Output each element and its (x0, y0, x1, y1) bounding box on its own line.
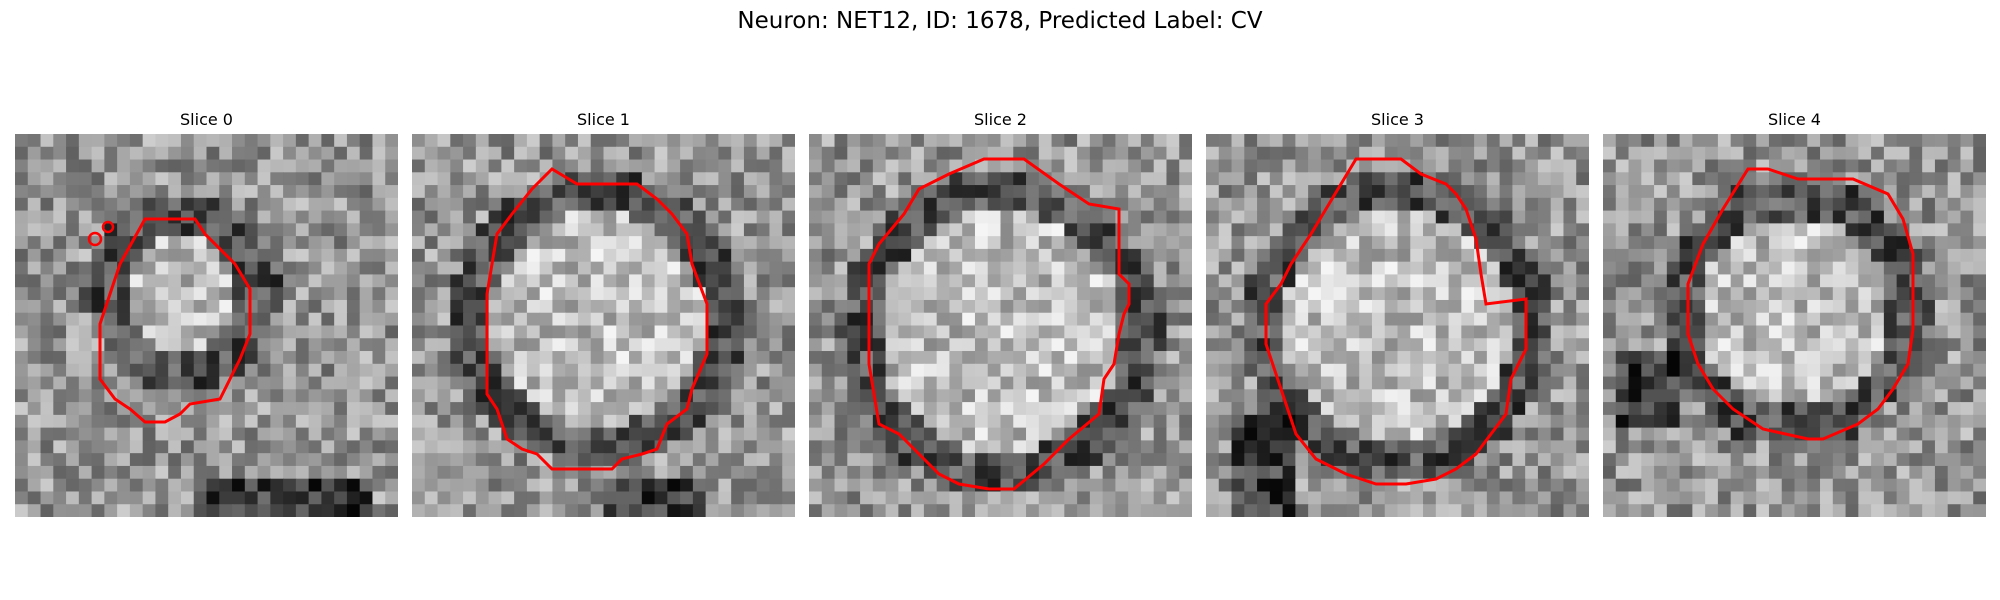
slice-title: Slice 3 (1371, 110, 1424, 129)
slice-title: Slice 1 (577, 110, 630, 129)
grayscale-pixels (1603, 134, 1986, 517)
slice-image-0 (15, 134, 398, 517)
segmentation-contour (485, 167, 709, 471)
slice-panel-3: Slice 3 (1206, 110, 1589, 517)
slice-image-2 (809, 134, 1192, 517)
slice-image-3 (1206, 134, 1589, 517)
slice-title: Slice 4 (1768, 110, 1821, 129)
slice-panel-4: Slice 4 (1603, 110, 1986, 517)
segmentation-contour (1264, 157, 1528, 486)
contour-fragment (87, 231, 103, 247)
grayscale-pixels (809, 134, 1192, 517)
slice-panel-1: Slice 1 (412, 110, 795, 517)
slice-image-1 (412, 134, 795, 517)
segmentation-contour (98, 217, 252, 424)
grayscale-pixels (15, 134, 398, 517)
contour-fragment (101, 220, 115, 234)
figure-title: Neuron: NET12, ID: 1678, Predicted Label… (737, 8, 1263, 34)
slice-title: Slice 0 (180, 110, 233, 129)
slice-panel-0: Slice 0 (15, 110, 398, 517)
grayscale-pixels (412, 134, 795, 517)
slice-title: Slice 2 (974, 110, 1027, 129)
slice-image-4 (1603, 134, 1986, 517)
segmentation-contour (1686, 167, 1915, 441)
grayscale-pixels (1206, 134, 1589, 517)
segmentation-contour (867, 157, 1131, 491)
slice-panel-2: Slice 2 (809, 110, 1192, 517)
